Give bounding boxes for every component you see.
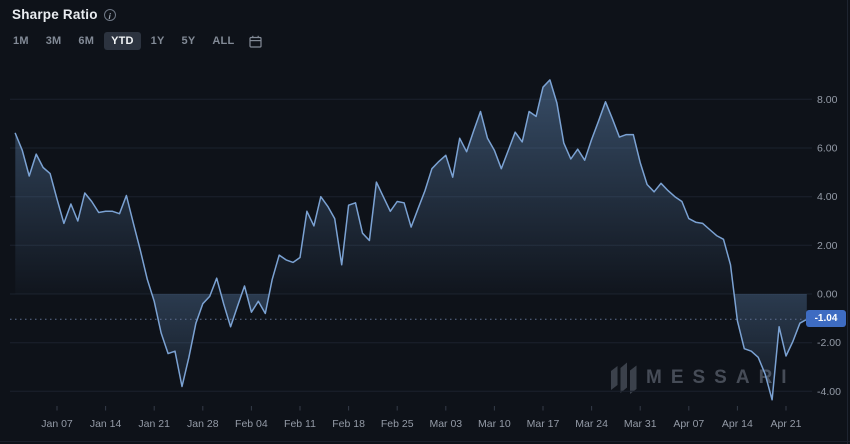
range-button-all[interactable]: ALL bbox=[205, 32, 241, 50]
x-axis-label: Feb 18 bbox=[332, 418, 365, 430]
axes: 8.00 6.00 4.00 2.00 0.00 -2.00 -4.00 Jan 07 Jan … bbox=[41, 94, 841, 430]
range-button-3m[interactable]: 3M bbox=[39, 32, 69, 50]
y-axis-label: -4.00 bbox=[817, 386, 841, 398]
messari-logo-icon bbox=[611, 362, 637, 394]
y-axis-label: 0.00 bbox=[817, 289, 838, 301]
y-axis-label: 8.00 bbox=[817, 94, 838, 106]
y-axis-label: 4.00 bbox=[817, 191, 838, 203]
x-axis-label: Mar 24 bbox=[575, 418, 608, 430]
x-axis-label: Mar 10 bbox=[478, 418, 511, 430]
x-axis-label: Mar 03 bbox=[429, 418, 462, 430]
page-title: Sharpe Ratio bbox=[12, 7, 98, 22]
range-selector: 1M 3M 6M YTD 1Y 5Y ALL bbox=[6, 32, 267, 50]
sharpe-ratio-line bbox=[14, 79, 808, 401]
x-axis-label: Feb 25 bbox=[381, 418, 414, 430]
area-fill bbox=[15, 79, 807, 400]
y-axis-label: -2.00 bbox=[817, 337, 841, 349]
negative-area bbox=[15, 294, 807, 400]
x-axis-label: Apr 14 bbox=[722, 418, 753, 430]
range-button-1y[interactable]: 1Y bbox=[144, 32, 172, 50]
y-axis-label: 6.00 bbox=[817, 143, 838, 155]
messari-watermark-text: MESSARI bbox=[646, 367, 796, 388]
x-axis-label: Jan 14 bbox=[90, 418, 122, 430]
x-axis-label: Apr 21 bbox=[771, 418, 802, 430]
panel-bottom-border bbox=[0, 441, 850, 442]
x-axis-label: Mar 17 bbox=[527, 418, 560, 430]
range-button-5y[interactable]: 5Y bbox=[175, 32, 203, 50]
x-axis-label: Apr 07 bbox=[673, 418, 704, 430]
y-axis-label: 2.00 bbox=[817, 240, 838, 252]
x-axis-label: Jan 21 bbox=[138, 418, 170, 430]
x-axis-label: Jan 28 bbox=[187, 418, 219, 430]
x-axis-label: Jan 07 bbox=[41, 418, 73, 430]
x-axis-label: Feb 04 bbox=[235, 418, 268, 430]
positive-area bbox=[15, 79, 807, 295]
x-axis-label: Feb 11 bbox=[284, 418, 316, 430]
current-value-badge: -1.04 bbox=[806, 310, 846, 327]
series-line bbox=[10, 79, 808, 401]
x-axis-label: Mar 31 bbox=[624, 418, 657, 430]
info-icon[interactable]: i bbox=[103, 8, 116, 21]
messari-watermark: MESSARI bbox=[611, 361, 796, 395]
calendar-button[interactable] bbox=[244, 33, 267, 50]
panel-right-border bbox=[847, 0, 848, 444]
range-button-6m[interactable]: 6M bbox=[71, 32, 101, 50]
calendar-icon bbox=[249, 35, 262, 48]
range-button-ytd[interactable]: YTD bbox=[104, 32, 141, 50]
range-button-1m[interactable]: 1M bbox=[6, 32, 36, 50]
